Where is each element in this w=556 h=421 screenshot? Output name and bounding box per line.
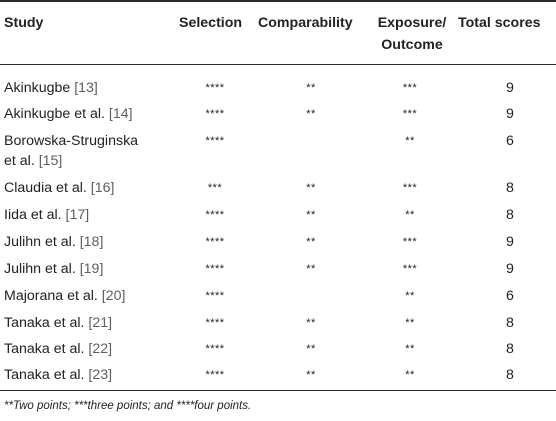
total-score: 8 — [506, 367, 514, 383]
comparability-stars: ** — [306, 108, 316, 120]
reference-link[interactable]: [13] — [74, 80, 98, 96]
comparability-stars: ** — [306, 209, 316, 221]
reference-link[interactable]: [16] — [90, 180, 115, 196]
total-score: 9 — [506, 106, 514, 122]
header-selection: Selection — [179, 15, 243, 31]
header-exposure-line1: Exposure/ — [377, 15, 447, 31]
study-name: Julihn et al. — [4, 261, 80, 277]
study-name-cont: et al. — [4, 153, 39, 169]
study-name: Tanaka et al. — [4, 341, 89, 357]
selection-stars: **** — [205, 209, 225, 221]
table-header-rule — [0, 64, 556, 65]
comparability-stars: ** — [306, 82, 316, 94]
reference-link[interactable]: [21] — [88, 315, 113, 331]
study-name: Tanaka et al. — [4, 367, 89, 383]
total-score: 6 — [506, 288, 514, 304]
study-name: Iida et al. — [4, 207, 66, 223]
exposure-stars: ** — [405, 209, 415, 221]
selection-stars: **** — [205, 263, 225, 275]
selection-stars: **** — [205, 82, 225, 94]
selection-stars: *** — [207, 182, 223, 194]
selection-stars: **** — [205, 290, 225, 302]
study-cell: Claudia et al. [16] — [4, 178, 174, 198]
comparability-stars: ** — [306, 369, 316, 381]
study-name: Borowska-Struginska — [4, 133, 139, 149]
comparability-stars: ** — [306, 263, 316, 275]
exposure-stars: ** — [405, 290, 415, 302]
comparability-stars: ** — [306, 343, 316, 355]
comparability-stars: ** — [306, 236, 316, 248]
selection-stars: **** — [205, 343, 225, 355]
header-exposure-outcome: Exposure/ Outcome — [373, 12, 451, 56]
exposure-stars: ** — [405, 317, 415, 329]
reference-link[interactable]: [15] — [38, 153, 63, 169]
header-comparability: Comparability — [258, 15, 353, 31]
study-cell: Akinkugbe et al. [14] — [4, 104, 174, 124]
comparability-stars: ** — [306, 182, 316, 194]
selection-stars: **** — [205, 317, 225, 329]
total-score: 8 — [506, 207, 514, 223]
header-study: Study — [4, 15, 44, 31]
study-name: Majorana et al. — [4, 288, 102, 304]
selection-stars: **** — [205, 236, 225, 248]
reference-link[interactable]: [22] — [88, 341, 113, 357]
table-footnote: **Two points; ***three points; and ****f… — [4, 400, 252, 412]
reference-link[interactable]: [18] — [79, 234, 104, 250]
exposure-stars: *** — [402, 82, 418, 94]
header-total-scores: Total scores — [458, 15, 541, 31]
exposure-stars: *** — [402, 182, 418, 194]
study-cell: Borowska-Struginska et al. [15] — [4, 131, 174, 171]
study-name: Akinkugbe — [4, 80, 75, 96]
exposure-stars: ** — [405, 343, 415, 355]
total-score: 9 — [506, 261, 514, 277]
study-name: Julihn et al. — [4, 234, 80, 250]
exposure-stars: *** — [402, 263, 418, 275]
exposure-stars: *** — [402, 236, 418, 248]
exposure-stars: ** — [405, 135, 415, 147]
exposure-stars: *** — [402, 108, 418, 120]
study-cell: Julihn et al. [19] — [4, 259, 174, 279]
selection-stars: **** — [205, 135, 225, 147]
total-score: 9 — [506, 80, 514, 96]
table-bottom-rule — [0, 390, 556, 391]
total-score: 8 — [506, 180, 514, 196]
study-cell: Iida et al. [17] — [4, 205, 174, 225]
reference-link[interactable]: [23] — [88, 367, 113, 383]
study-cell: Tanaka et al. [23] — [4, 365, 174, 385]
reference-link[interactable]: [20] — [101, 288, 126, 304]
study-name: Claudia et al. — [4, 180, 91, 196]
total-score: 6 — [506, 133, 514, 149]
exposure-stars: ** — [405, 369, 415, 381]
reference-link[interactable]: [19] — [79, 261, 104, 277]
comparability-stars: ** — [306, 317, 316, 329]
total-score: 8 — [506, 341, 514, 357]
selection-stars: **** — [205, 369, 225, 381]
reference-link[interactable]: [17] — [65, 207, 90, 223]
reference-link[interactable]: [14] — [108, 106, 133, 122]
study-cell: Majorana et al. [20] — [4, 286, 174, 306]
study-cell: Tanaka et al. [21] — [4, 313, 174, 333]
total-score: 9 — [506, 234, 514, 250]
study-cell: Akinkugbe [13] — [4, 78, 174, 98]
study-cell: Tanaka et al. [22] — [4, 339, 174, 359]
study-name: Tanaka et al. — [4, 315, 89, 331]
study-cell: Julihn et al. [18] — [4, 232, 174, 252]
header-exposure-line2: Outcome — [381, 37, 443, 53]
selection-stars: **** — [205, 108, 225, 120]
total-score: 8 — [506, 315, 514, 331]
study-name: Akinkugbe et al. — [4, 106, 109, 122]
table-top-rule — [0, 0, 556, 2]
